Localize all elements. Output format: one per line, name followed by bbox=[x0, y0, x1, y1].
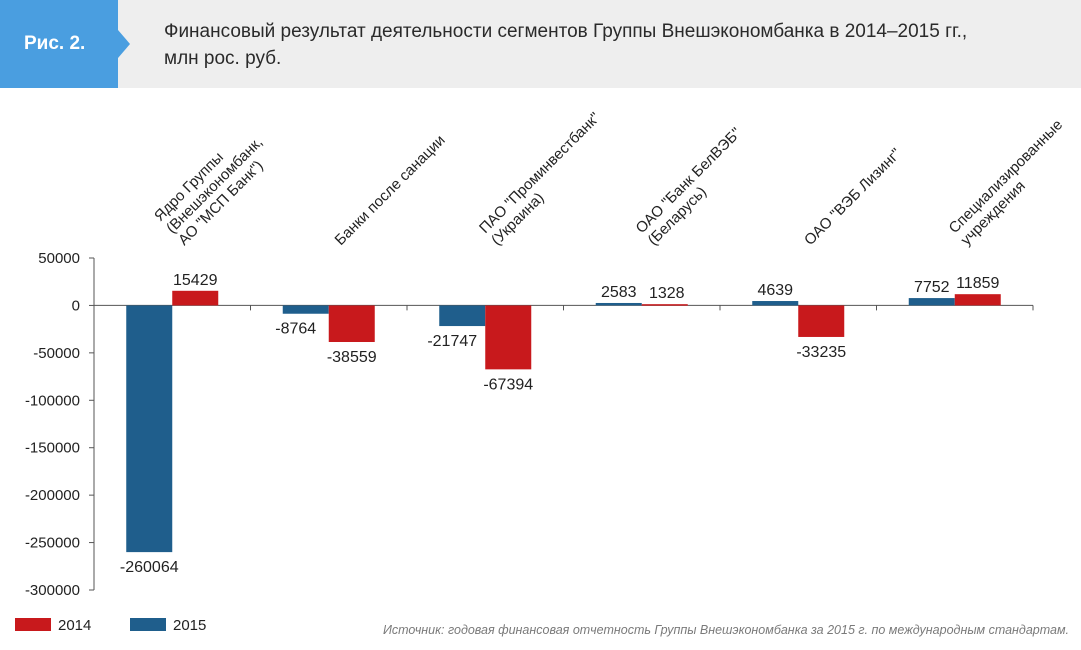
data-label-2014: -67394 bbox=[483, 376, 533, 393]
data-label-2014: -38559 bbox=[327, 349, 377, 366]
legend-swatch-2015 bbox=[130, 618, 166, 631]
bar-2014 bbox=[172, 290, 219, 306]
category-label: Банки после санации bbox=[332, 132, 449, 249]
figure-badge bbox=[0, 0, 118, 88]
bar-2015 bbox=[439, 305, 486, 327]
category-label-line: Банки после санации bbox=[332, 132, 449, 249]
bar-2015 bbox=[752, 301, 799, 306]
data-label-2014: 11859 bbox=[956, 275, 999, 292]
figure-header: Рис. 2. Финансовый результат деятельност… bbox=[0, 0, 1081, 88]
legend-label-2015: 2015 bbox=[173, 617, 206, 634]
data-label-2014: 15429 bbox=[173, 272, 218, 289]
category-label-line: ОАО "ВЭБ Лизинг" bbox=[801, 145, 905, 249]
data-label-2015: -8764 bbox=[275, 321, 316, 338]
category-label: Специализированныеучреждения bbox=[946, 116, 1079, 249]
y-tick-label: 50000 bbox=[38, 250, 80, 267]
bar-2015 bbox=[595, 302, 642, 306]
bar-2015 bbox=[126, 305, 173, 553]
figure-title-line-2: млн рос. руб. bbox=[164, 48, 282, 69]
data-label-2015: 7752 bbox=[914, 279, 950, 296]
data-label-2015: -260064 bbox=[120, 559, 179, 576]
y-tick-label: -150000 bbox=[25, 440, 80, 457]
y-tick-label: -200000 bbox=[25, 487, 80, 504]
category-label-line: ПАО "Проминвестбанк" bbox=[476, 109, 604, 237]
legend-label-2014: 2014 bbox=[58, 617, 91, 634]
data-label-2014: 1328 bbox=[649, 285, 685, 302]
category-label: ПАО "Проминвестбанк"(Украина) bbox=[476, 109, 616, 249]
figure-title-line-1: Финансовый результат деятельности сегмен… bbox=[164, 21, 968, 42]
y-tick-label: -250000 bbox=[25, 535, 80, 552]
category-label: ОАО "Банк БелВЭБ"(Беларусь) bbox=[633, 125, 757, 249]
bar-2014 bbox=[328, 305, 375, 343]
bar-2015 bbox=[908, 298, 955, 306]
data-label-2015: 2583 bbox=[601, 284, 637, 301]
y-tick-label: -50000 bbox=[33, 345, 80, 362]
category-label: Ядро Группы(Внешэкономбанк,АО "МСП Банк"… bbox=[151, 122, 278, 249]
bar-2014 bbox=[798, 305, 845, 337]
source-note: Источник: годовая финансовая отчетность … bbox=[382, 623, 1069, 637]
category-label: ОАО "ВЭБ Лизинг" bbox=[801, 145, 905, 249]
bar-2014 bbox=[954, 294, 1001, 306]
y-tick-label: -300000 bbox=[25, 582, 80, 599]
badge-arrow-icon bbox=[118, 30, 130, 58]
bar-chart: 50000 0 -50000 -100000 -150000 -200000 -250000… bbox=[15, 109, 1079, 634]
bar-2015 bbox=[282, 305, 329, 314]
category-label-line: Специализированные bbox=[946, 116, 1067, 237]
figure-label: Рис. 2. bbox=[24, 33, 86, 54]
data-label-2014: -33235 bbox=[796, 344, 846, 361]
y-tick-label: -100000 bbox=[25, 392, 80, 409]
legend-swatch-2014 bbox=[15, 618, 51, 631]
data-label-2015: 4639 bbox=[757, 282, 793, 299]
bar-2014 bbox=[485, 305, 532, 370]
data-label-2015: -21747 bbox=[427, 333, 477, 350]
y-tick-label: 0 bbox=[72, 297, 80, 314]
bar-2014 bbox=[641, 304, 688, 306]
category-label-line: ОАО "Банк БелВЭБ" bbox=[633, 125, 745, 237]
figure-title: Финансовый результат деятельности сегмен… bbox=[164, 18, 1044, 72]
